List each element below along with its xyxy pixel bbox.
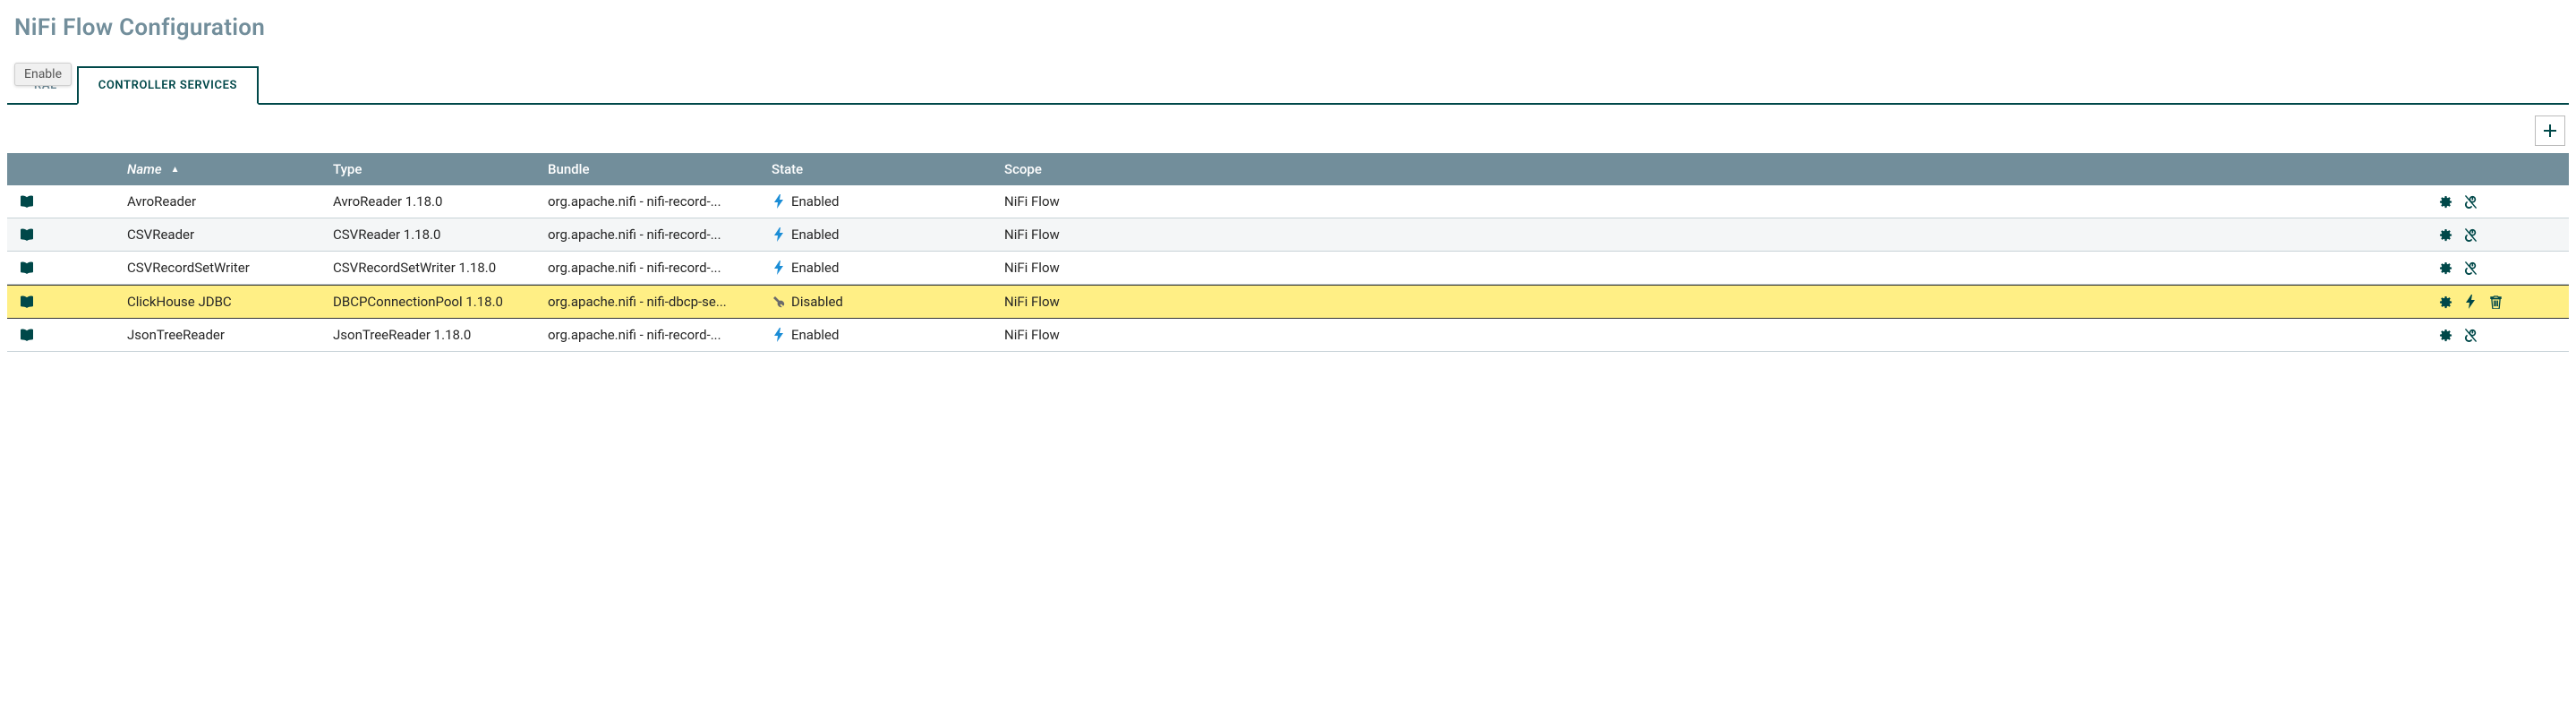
table-body: AvroReaderAvroReader 1.18.0org.apache.ni…	[7, 185, 2569, 352]
cell-type: JsonTreeReader 1.18.0	[320, 319, 535, 351]
delete-icon[interactable]	[2488, 295, 2503, 309]
disable-icon[interactable]	[2463, 228, 2478, 242]
cell-bundle: org.apache.nifi - nifi-dbcp-se...	[535, 286, 759, 318]
cell-name: AvroReader	[115, 185, 320, 218]
table-header: Name ▲ Type Bundle State Scope	[7, 153, 2569, 185]
col-name[interactable]: Name ▲	[115, 153, 320, 185]
cell-type: DBCPConnectionPool 1.18.0	[320, 286, 535, 318]
cell-bundle: org.apache.nifi - nifi-record-...	[535, 218, 759, 251]
docs-icon[interactable]	[20, 329, 34, 341]
state-label: Enabled	[791, 227, 839, 243]
table-row[interactable]: JsonTreeReaderJsonTreeReader 1.18.0org.a…	[7, 319, 2569, 352]
col-name-label: Name	[127, 161, 162, 177]
cell-type: CSVRecordSetWriter 1.18.0	[320, 252, 535, 284]
cell-state: Enabled	[759, 252, 992, 284]
row-docs-icon-cell	[7, 218, 115, 251]
cell-bundle: org.apache.nifi - nifi-record-...	[535, 185, 759, 218]
add-controller-service-button[interactable]	[2535, 115, 2565, 146]
cell-name: ClickHouse JDBC	[115, 286, 320, 318]
enable-tooltip: Enable	[14, 63, 72, 86]
row-docs-icon-cell	[7, 252, 115, 284]
cell-state: Enabled	[759, 185, 992, 218]
cell-state: Disabled	[759, 286, 992, 318]
docs-icon[interactable]	[20, 228, 34, 241]
tab-general-wrap: Enable RAL	[7, 68, 77, 103]
col-icon	[7, 153, 115, 185]
plus-icon	[2543, 124, 2557, 138]
settings-icon[interactable]	[2438, 329, 2452, 342]
row-docs-icon-cell	[7, 319, 115, 351]
cell-scope[interactable]: NiFi Flow	[992, 286, 2426, 318]
settings-icon[interactable]	[2438, 228, 2452, 242]
cell-name: CSVRecordSetWriter	[115, 252, 320, 284]
cell-scope[interactable]: NiFi Flow	[992, 252, 2426, 284]
bolt-icon	[772, 194, 786, 209]
cell-state: Enabled	[759, 319, 992, 351]
disable-icon[interactable]	[2463, 329, 2478, 342]
table-row[interactable]: CSVRecordSetWriterCSVRecordSetWriter 1.1…	[7, 252, 2569, 285]
state-label: Disabled	[791, 294, 843, 310]
col-state[interactable]: State	[759, 153, 992, 185]
table-row[interactable]: CSVReaderCSVReader 1.18.0org.apache.nifi…	[7, 218, 2569, 252]
cell-type: CSVReader 1.18.0	[320, 218, 535, 251]
enable-icon[interactable]	[2463, 295, 2478, 309]
wrench-icon	[772, 295, 786, 308]
row-docs-icon-cell	[7, 286, 115, 318]
cell-actions	[2426, 218, 2569, 251]
cell-state: Enabled	[759, 218, 992, 251]
toolbar	[7, 115, 2569, 146]
cell-scope[interactable]: NiFi Flow	[992, 319, 2426, 351]
cell-actions	[2426, 286, 2569, 318]
docs-icon[interactable]	[20, 261, 34, 274]
cell-actions	[2426, 252, 2569, 284]
cell-bundle: org.apache.nifi - nifi-record-...	[535, 319, 759, 351]
sort-indicator-icon: ▲	[171, 165, 180, 175]
page-title: NiFi Flow Configuration	[14, 14, 2569, 41]
settings-icon[interactable]	[2438, 195, 2452, 209]
cell-actions	[2426, 319, 2569, 351]
docs-icon[interactable]	[20, 195, 34, 208]
tab-controller-services[interactable]: CONTROLLER SERVICES	[77, 66, 259, 105]
controller-services-table: Name ▲ Type Bundle State Scope AvroReade…	[7, 153, 2569, 352]
state-label: Enabled	[791, 260, 839, 276]
table-row[interactable]: ClickHouse JDBCDBCPConnectionPool 1.18.0…	[7, 285, 2569, 319]
cell-type: AvroReader 1.18.0	[320, 185, 535, 218]
col-scope[interactable]: Scope	[992, 153, 2426, 185]
bolt-icon	[772, 261, 786, 275]
state-label: Enabled	[791, 327, 839, 343]
disable-icon[interactable]	[2463, 195, 2478, 209]
table-row[interactable]: AvroReaderAvroReader 1.18.0org.apache.ni…	[7, 185, 2569, 218]
state-label: Enabled	[791, 193, 839, 210]
cell-actions	[2426, 185, 2569, 218]
row-docs-icon-cell	[7, 185, 115, 218]
col-bundle[interactable]: Bundle	[535, 153, 759, 185]
bolt-icon	[772, 328, 786, 342]
bolt-icon	[772, 227, 786, 242]
settings-icon[interactable]	[2438, 261, 2452, 275]
cell-scope[interactable]: NiFi Flow	[992, 218, 2426, 251]
cell-name: CSVReader	[115, 218, 320, 251]
tabs-bar: Enable RAL CONTROLLER SERVICES	[7, 66, 2569, 105]
disable-icon[interactable]	[2463, 261, 2478, 275]
cell-bundle: org.apache.nifi - nifi-record-...	[535, 252, 759, 284]
cell-name: JsonTreeReader	[115, 319, 320, 351]
col-actions	[2426, 153, 2569, 185]
settings-icon[interactable]	[2438, 295, 2452, 309]
docs-icon[interactable]	[20, 295, 34, 308]
cell-scope[interactable]: NiFi Flow	[992, 185, 2426, 218]
col-type[interactable]: Type	[320, 153, 535, 185]
